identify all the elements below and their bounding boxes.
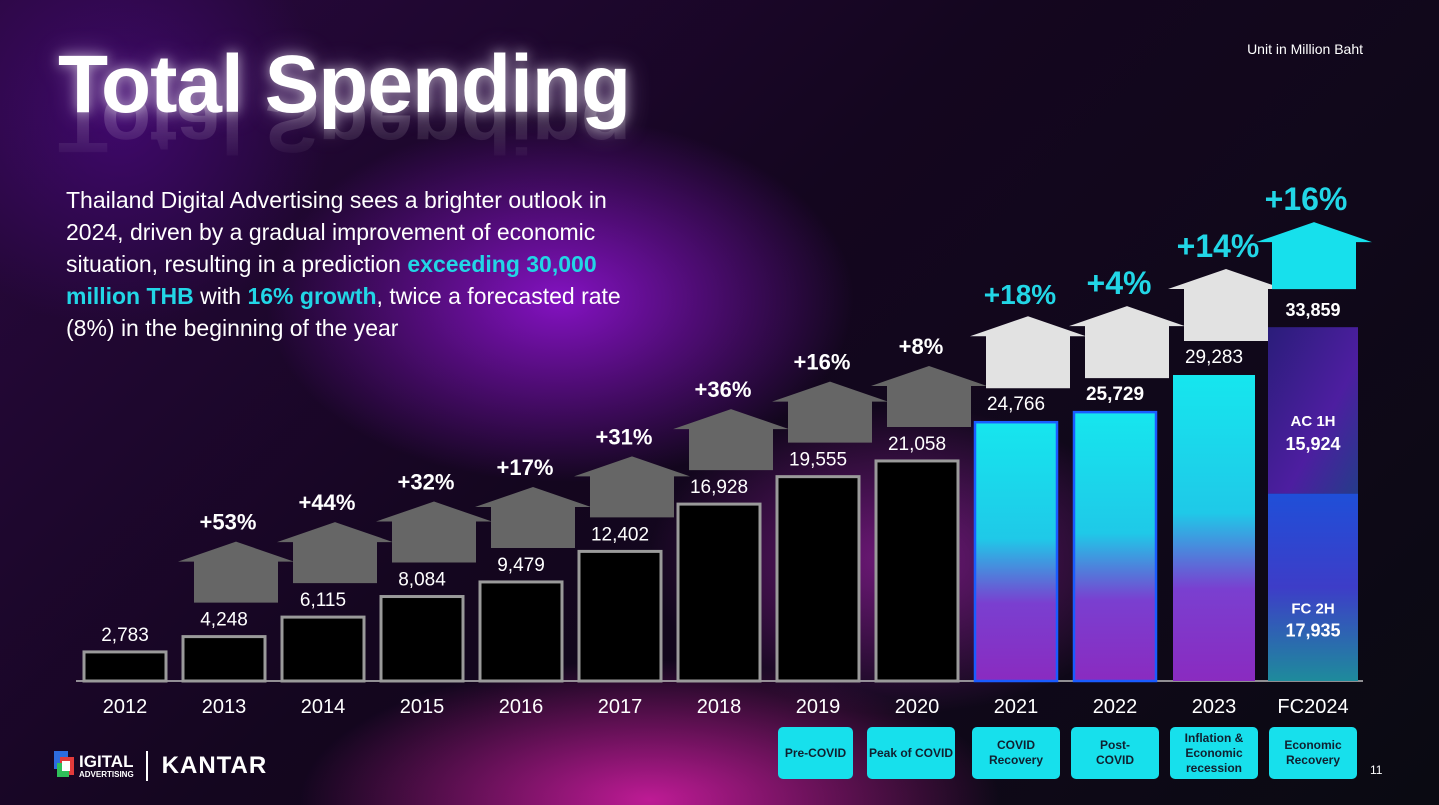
bar-value-2021: 24,766: [987, 394, 1045, 415]
bar-value-FC2024: 33,859: [1285, 300, 1340, 320]
growth-label-2013: +53%: [200, 510, 257, 535]
page-title: Total Spending: [58, 39, 631, 130]
growth-arrow-2015: [376, 501, 492, 563]
phase-label-2022: Post- COVID: [1071, 727, 1159, 779]
description-text-2: with: [193, 283, 248, 309]
description-text-3: , twice a forecasted rate (8%) in the be…: [66, 283, 621, 341]
x-tick-2017: 2017: [598, 696, 643, 718]
x-tick-2019: 2019: [796, 696, 841, 718]
segment-name-fc-2h: FC 2H: [1291, 601, 1334, 618]
bar-2021: [973, 420, 1059, 683]
description: Thailand Digital Advertising sees a brig…: [66, 184, 646, 344]
bar-2016: [478, 580, 564, 683]
daat-logo-line1: IGITAL: [79, 751, 134, 771]
phase-label-FC2024: Economic Recovery: [1269, 727, 1357, 779]
growth-arrow-2023: [1168, 268, 1284, 341]
x-tick-2020: 2020: [895, 696, 940, 718]
bar-2017: [577, 549, 663, 683]
bar-value-2023: 29,283: [1185, 347, 1243, 368]
growth-label-FC2024: +16%: [1265, 181, 1348, 217]
phase-label-2019: Pre-COVID: [778, 727, 853, 779]
x-tick-2013: 2013: [202, 696, 247, 718]
bar-value-2012: 2,783: [101, 625, 149, 646]
x-tick-2014: 2014: [301, 696, 346, 718]
bar-2014: [280, 615, 366, 683]
growth-arrow-2017: [574, 456, 690, 518]
growth-arrow-2021: [970, 316, 1086, 389]
growth-arrow-2013: [178, 541, 294, 603]
growth-label-2014: +44%: [299, 490, 356, 515]
bar-value-2018: 16,928: [690, 477, 748, 498]
growth-label-2018: +36%: [695, 377, 752, 402]
growth-arrow-2022: [1069, 306, 1185, 379]
bar-value-2014: 6,115: [300, 590, 346, 611]
bar-segment-ac-1h: [1268, 327, 1358, 494]
page-number: 11: [1370, 763, 1383, 777]
bar-2012: [82, 650, 168, 683]
bar-2019: [775, 475, 861, 683]
x-tick-2018: 2018: [697, 696, 742, 718]
bar-segment-fc-2h: [1268, 493, 1358, 681]
description-highlight-1: exceeding 30,000 million THB: [66, 251, 597, 309]
unit-note: Unit in Million Baht: [1247, 41, 1363, 57]
growth-label-2017: +31%: [596, 424, 653, 449]
bar-value-2019: 19,555: [789, 450, 847, 471]
growth-label-2021: +18%: [984, 279, 1056, 310]
x-tick-2021: 2021: [994, 696, 1039, 718]
bar-value-2015: 8,084: [398, 570, 446, 591]
daat-logo-line2: ADVERTISING: [79, 769, 134, 779]
description-text-1: Thailand Digital Advertising sees a brig…: [66, 187, 607, 277]
x-tick-FC2024: FC2024: [1277, 696, 1348, 718]
phase-label-2023: Inflation & Economic recession: [1170, 727, 1258, 779]
footer-logos: IGITAL ADVERTISING KANTAR: [54, 746, 267, 786]
bar-value-2022: 25,729: [1086, 384, 1144, 405]
segment-value-ac-1h: 15,924: [1285, 434, 1340, 454]
bar-2018: [676, 502, 762, 683]
growth-arrow-FC2024: [1256, 222, 1372, 290]
segment-name-ac-1h: AC 1H: [1290, 413, 1335, 430]
description-highlight-2: 16% growth: [247, 283, 377, 309]
growth-arrow-2018: [673, 409, 789, 471]
bar-2022: [1072, 410, 1158, 683]
x-tick-2015: 2015: [400, 696, 445, 718]
segment-value-fc-2h: 17,935: [1285, 621, 1340, 641]
growth-label-2015: +32%: [398, 470, 455, 495]
growth-label-2020: +8%: [899, 334, 944, 359]
bar-value-2013: 4,248: [200, 610, 248, 631]
growth-label-2023: +14%: [1177, 228, 1260, 264]
x-tick-2022: 2022: [1093, 696, 1138, 718]
x-tick-2023: 2023: [1192, 696, 1237, 718]
logo-separator: [145, 751, 148, 781]
bar-value-2020: 21,058: [888, 434, 946, 455]
phase-label-2020: Peak of COVID: [867, 727, 955, 779]
growth-label-2022: +4%: [1087, 265, 1152, 301]
bar-2015: [379, 595, 465, 683]
daat-logo-text: IGITAL ADVERTISING: [76, 751, 134, 779]
daat-logo-icon: [54, 751, 76, 781]
kantar-logo: KANTAR: [161, 752, 268, 779]
growth-arrow-2019: [772, 381, 888, 443]
growth-arrow-2014: [277, 522, 393, 584]
bar-2023: [1173, 374, 1255, 681]
growth-arrow-2020: [871, 365, 987, 427]
growth-arrow-2016: [475, 486, 591, 548]
growth-label-2019: +16%: [794, 350, 851, 375]
x-tick-2016: 2016: [499, 696, 544, 718]
bar-2013: [181, 635, 267, 683]
bar-value-2017: 12,402: [591, 524, 649, 545]
phase-label-2021: COVID Recovery: [972, 727, 1060, 779]
growth-label-2016: +17%: [497, 455, 554, 480]
bar-2020: [874, 459, 960, 683]
x-tick-2012: 2012: [103, 696, 148, 718]
bar-value-2016: 9,479: [497, 555, 545, 576]
